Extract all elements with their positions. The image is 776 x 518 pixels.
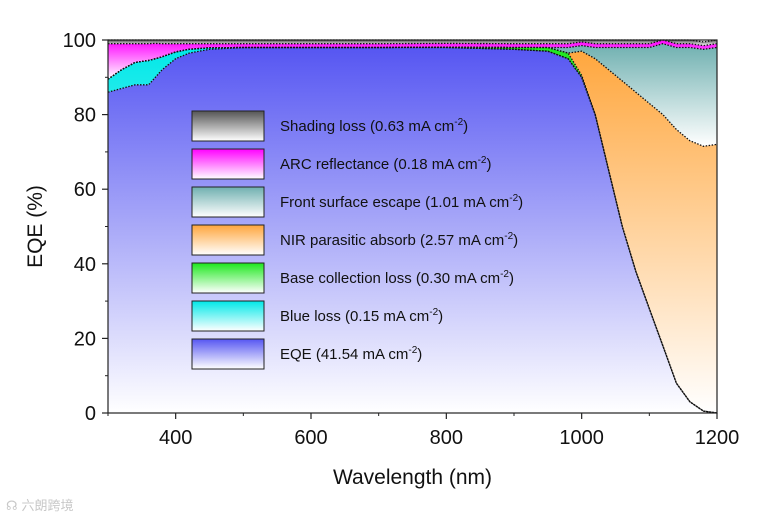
y-tick-label: 40	[74, 254, 96, 276]
legend-swatch-front-surface-escape	[191, 186, 265, 218]
y-tick-label: 80	[74, 105, 96, 127]
legend-swatch-base-collection-loss	[191, 262, 265, 294]
y-tick-label: 100	[63, 30, 96, 52]
legend-swatch-arc-reflectance	[191, 148, 265, 180]
x-tick-label: 600	[294, 427, 327, 449]
axes: 400 600 800 1000 1200 0 20 40 60 80 100 Wavelength …	[24, 30, 739, 489]
y-tick-label: 20	[74, 328, 96, 350]
legend-label-base-collection-loss: Base collection loss (0.30 mA cm-2)	[280, 269, 514, 287]
y-axis-title: EQE (%)	[24, 185, 47, 268]
area-shading-loss	[108, 40, 717, 46]
x-tick-label: 400	[159, 427, 192, 449]
legend-label-eqe: EQE (41.54 mA cm-2)	[280, 345, 422, 363]
legend: Shading loss (0.63 mA cm-2) ARC reflectan…	[191, 110, 523, 370]
legend-label-front-surface-escape: Front surface escape (1.01 mA cm-2)	[280, 193, 523, 211]
legend-swatch-shading-loss	[191, 110, 265, 142]
legend-label-blue-loss: Blue loss (0.15 mA cm-2)	[280, 307, 443, 325]
boundary-front-surface-escape	[107, 43, 718, 80]
legend-label-shading-loss: Shading loss (0.63 mA cm-2)	[280, 117, 468, 135]
legend-swatch-nir-parasitic-absorb	[191, 224, 265, 256]
legend-swatch-blue-loss	[191, 300, 265, 332]
watermark-text: 六朗跨境	[21, 499, 74, 514]
area-front-surface-escape	[108, 43, 717, 147]
y-tick-label: 0	[85, 403, 96, 425]
legend-swatch-eqe	[191, 338, 265, 370]
watermark-logo-icon: ☊	[6, 499, 18, 514]
x-axis-title: Wavelength (nm)	[333, 466, 492, 489]
boundary-arc-reflectance	[108, 39, 718, 47]
y-tick-label: 60	[74, 179, 96, 201]
x-tick-label: 1200	[695, 427, 740, 449]
x-tick-label: 800	[430, 427, 463, 449]
x-tick-label: 1000	[559, 427, 604, 449]
legend-label-nir-parasitic-absorb: NIR parasitic absorb (2.57 mA cm-2)	[280, 231, 518, 249]
legend-label-arc-reflectance: ARC reflectance (0.18 mA cm-2)	[280, 155, 491, 173]
watermark: ☊ 六朗跨境	[6, 495, 74, 514]
